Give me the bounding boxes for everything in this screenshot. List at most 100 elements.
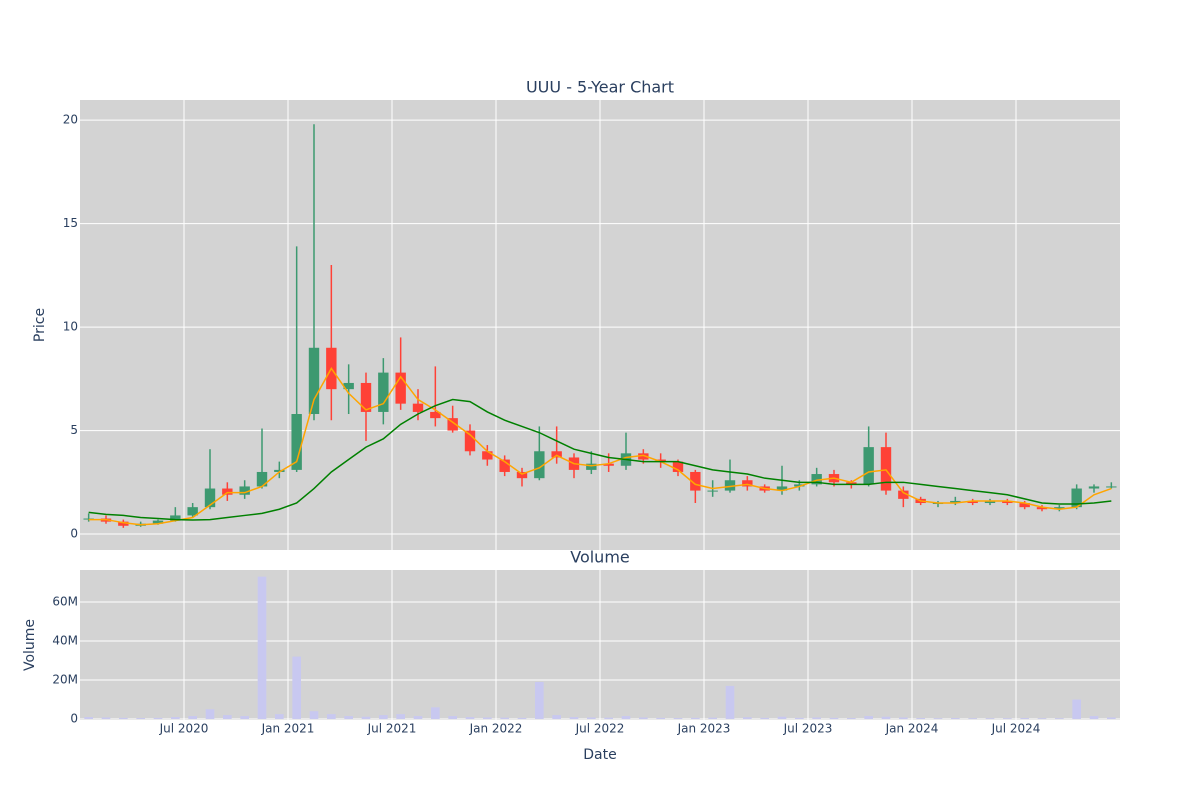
volume-bar xyxy=(985,718,995,720)
volume-bar xyxy=(327,714,336,720)
volume-bar xyxy=(136,718,145,720)
y-tick-label: 0 xyxy=(70,527,78,541)
candle-body xyxy=(655,459,666,462)
volume-bar xyxy=(968,718,977,720)
candle-body xyxy=(343,382,354,390)
volume-bar xyxy=(292,656,301,720)
y-tick-label: 40M xyxy=(52,634,78,648)
candle-body xyxy=(534,451,545,479)
volume-bar xyxy=(257,576,267,720)
volume-bar xyxy=(153,717,163,720)
volume-bar xyxy=(691,717,700,720)
candle-body xyxy=(846,482,857,485)
y-axis-title: Volume xyxy=(22,619,38,671)
x-axis-title: Date xyxy=(583,747,616,763)
y-tick-label: 60M xyxy=(52,594,78,608)
chart-title: UUU - 5-Year Chart xyxy=(526,78,674,97)
candle-body xyxy=(1036,507,1048,510)
volume-bar xyxy=(812,717,821,720)
x-tick-label: Jan 2024 xyxy=(885,722,939,736)
volume-bar xyxy=(569,717,579,720)
candle-body xyxy=(152,520,164,524)
volume-bar xyxy=(396,714,405,720)
volume-bar xyxy=(881,716,891,720)
candle-body xyxy=(239,486,250,495)
candle-body xyxy=(118,521,129,526)
volume-bar xyxy=(379,715,388,720)
volume-bar xyxy=(795,717,804,720)
candle-body xyxy=(308,347,320,415)
volume-bar xyxy=(1003,718,1012,720)
x-tick-label: Jul 2022 xyxy=(575,722,625,736)
y-tick-label: 20M xyxy=(52,673,78,687)
volume-bar xyxy=(431,707,440,720)
candle-body xyxy=(256,471,268,487)
volume-bar xyxy=(743,717,752,720)
y-tick-label: 5 xyxy=(70,423,78,437)
y-tick-label: 0 xyxy=(70,712,78,726)
candle-body xyxy=(898,490,909,499)
candle-body xyxy=(464,430,476,452)
moving-average-line xyxy=(88,398,1112,521)
candle-body xyxy=(222,488,233,495)
candle-body xyxy=(274,469,285,472)
candle-body xyxy=(447,418,458,431)
candle-body xyxy=(794,484,805,487)
volume-bar xyxy=(1037,718,1047,720)
y-tick-label: 20 xyxy=(63,113,78,127)
candle-body xyxy=(1088,486,1100,489)
volume-bar xyxy=(725,685,735,720)
volume-bar xyxy=(171,717,180,720)
subplot-title: Volume xyxy=(570,548,630,567)
volume-bar xyxy=(119,717,128,720)
volume-bar xyxy=(500,717,509,720)
volume-bar xyxy=(344,716,353,720)
candle-body xyxy=(1071,488,1082,508)
y-axis-title: Price xyxy=(32,308,48,342)
candle-body xyxy=(516,471,528,479)
candle-body xyxy=(742,480,753,487)
candle-body xyxy=(378,372,389,412)
volume-bar xyxy=(535,681,544,720)
volume-bar xyxy=(951,718,960,720)
volume-bar xyxy=(465,717,475,720)
volume-bar xyxy=(847,718,856,720)
y-tick-label: 15 xyxy=(63,216,78,230)
candle-body xyxy=(724,480,736,491)
candle-body xyxy=(984,500,996,504)
volume-bar xyxy=(708,717,717,720)
candle-body xyxy=(811,474,822,485)
x-tick-label: Jul 2020 xyxy=(159,722,209,736)
volume-bar xyxy=(188,716,197,720)
volume-bar xyxy=(101,717,111,720)
volume-bar xyxy=(777,716,787,720)
y-tick-label: 10 xyxy=(63,320,78,334)
candle-body xyxy=(690,471,701,491)
x-tick-label: Jan 2021 xyxy=(261,722,315,736)
candle-body xyxy=(395,372,406,404)
candle-body xyxy=(638,453,649,460)
volume-bar xyxy=(552,715,561,720)
volume-bar xyxy=(448,716,457,720)
candle-body xyxy=(586,463,597,470)
volume-bar xyxy=(413,716,423,720)
volume-bar xyxy=(275,714,284,720)
candle-body xyxy=(776,486,788,491)
volume-bar xyxy=(673,718,683,720)
candle-body xyxy=(430,411,441,419)
volume-bar xyxy=(517,717,527,720)
volume-bar xyxy=(1089,716,1099,720)
candle-body xyxy=(187,507,198,516)
volume-bar xyxy=(361,716,371,720)
candle-body xyxy=(204,488,216,508)
candle-body xyxy=(360,382,372,412)
volume-bar xyxy=(656,717,665,720)
candle-body xyxy=(1106,486,1117,488)
volume-bar xyxy=(604,717,613,720)
volume-bar xyxy=(621,716,631,720)
candle-body xyxy=(291,414,302,470)
volume-bar xyxy=(1020,718,1029,720)
volume-bar xyxy=(84,717,93,720)
volume-bar xyxy=(639,717,648,720)
